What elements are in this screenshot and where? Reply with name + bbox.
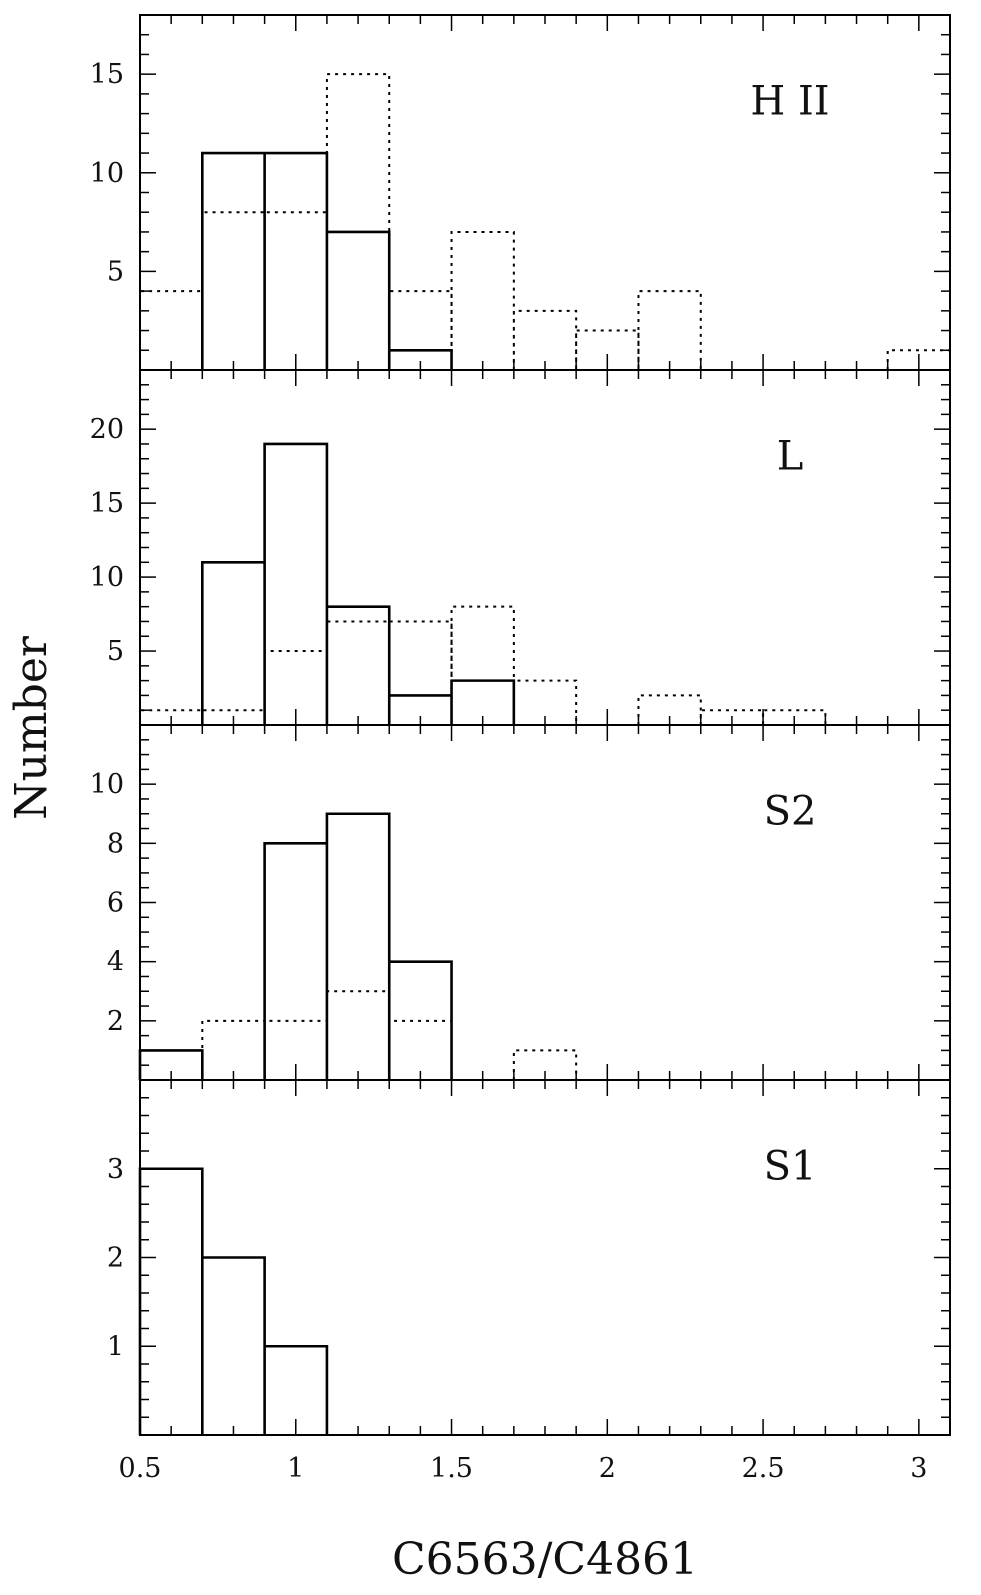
- histogram-series-solid: [138, 1167, 329, 1435]
- panel-1: 5 10 15 20 L: [90, 369, 951, 726]
- histogram-series-dotted: [139, 73, 951, 370]
- x-tick-label: 3: [910, 1453, 927, 1484]
- y-tick-label: 3: [107, 1154, 124, 1185]
- y-tick-label: 15: [90, 59, 124, 90]
- y-tick-label: 10: [90, 562, 124, 593]
- x-tick-label: 0.5: [119, 1453, 162, 1484]
- y-axis-title: Number: [6, 635, 57, 820]
- histogram-series-solid: [201, 151, 453, 370]
- y-tick-label: 10: [90, 769, 124, 800]
- histogram-series-solid: [138, 812, 453, 1080]
- y-tick-label: 2: [107, 1243, 124, 1274]
- x-tick-label: 1: [287, 1453, 304, 1484]
- x-tick-label: 2.5: [742, 1453, 785, 1484]
- x-tick-label: 1.5: [430, 1453, 473, 1484]
- y-tick-label: 15: [90, 488, 124, 519]
- panel-label: S2: [764, 788, 817, 834]
- panel-label: S1: [764, 1143, 817, 1189]
- histogram-series-dotted: [201, 990, 578, 1080]
- y-tick-label: 8: [107, 828, 124, 859]
- y-tick-label: 4: [107, 947, 124, 978]
- y-tick-label: 1: [107, 1331, 124, 1362]
- x-axis-title: C6563/C4861: [392, 1534, 698, 1585]
- panel-3: 1 2 3 S1: [107, 1079, 951, 1436]
- panel-frame: [139, 724, 951, 1081]
- x-tick-label: 2: [599, 1453, 616, 1484]
- panel-2: 2 4 6 8 10 S2: [90, 724, 951, 1081]
- panel-label: H II: [750, 78, 829, 124]
- panels-group: 5 10 15 H II 5 10 15 20 L 2 4 6 8 10 S2 1 2 3 S1: [90, 14, 951, 1436]
- y-tick-label: 6: [107, 888, 124, 919]
- y-tick-label: 5: [107, 256, 124, 287]
- histogram-series-solid: [201, 442, 516, 725]
- panel-frame: [139, 369, 951, 726]
- panel-frame: [139, 14, 951, 371]
- y-tick-label: 10: [90, 158, 124, 189]
- panel-label: L: [777, 433, 804, 479]
- y-tick-label: 2: [107, 1006, 124, 1037]
- y-tick-label: 5: [107, 636, 124, 667]
- y-tick-label: 20: [90, 414, 124, 445]
- x-tick-labels: 0.5 1 1.5 2 2.5 3: [119, 1453, 928, 1484]
- panel-0: 5 10 15 H II: [90, 14, 951, 371]
- histogram-series-dotted: [139, 605, 827, 725]
